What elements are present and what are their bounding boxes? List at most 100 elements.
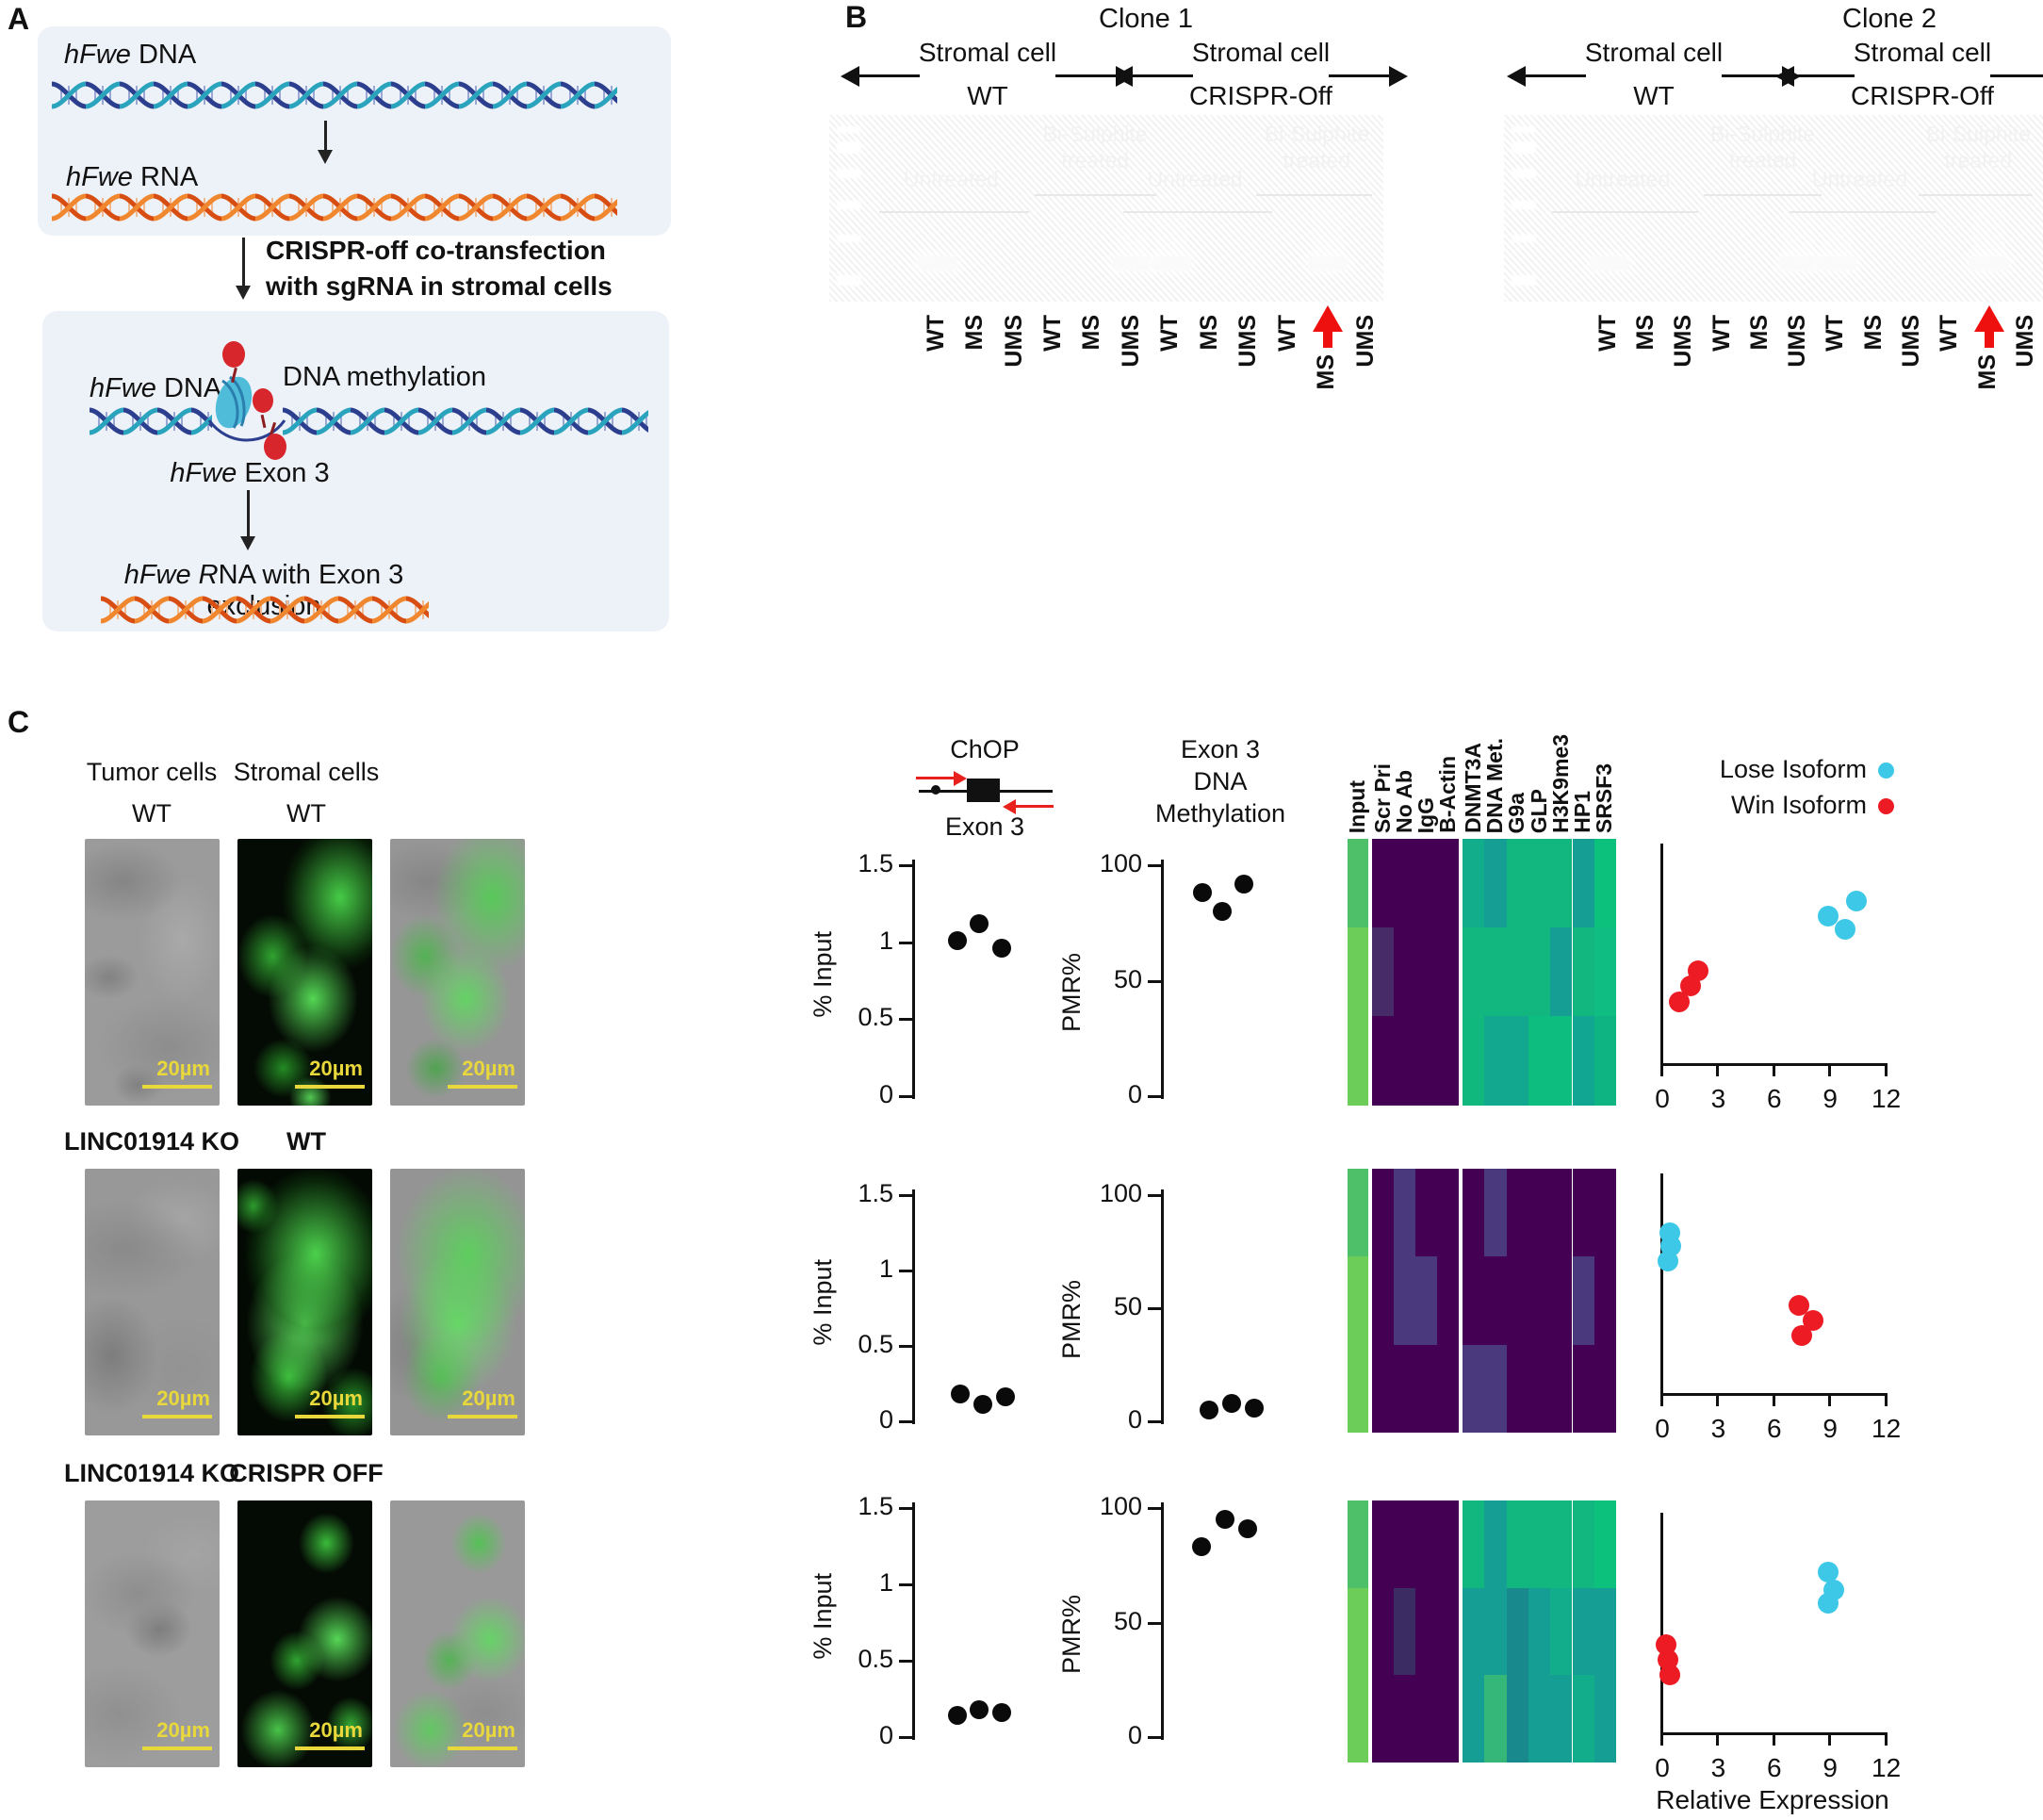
scatter-tick-label: 3 (1710, 1414, 1726, 1443)
gel-untreated-underline-2 (1790, 211, 1936, 213)
scale-label: 20µm (462, 1718, 515, 1742)
gel-band (1969, 256, 2009, 271)
microscopy-row-label-left: WT (132, 799, 172, 828)
heatmap-cell (1415, 1500, 1437, 1589)
gel-ladder-band (837, 125, 861, 133)
heatmap-cell (1506, 1256, 1528, 1346)
heatmap-cell (1550, 1016, 1573, 1106)
heatmap-cell (1348, 927, 1368, 1017)
win-isoform-point (1659, 1664, 1680, 1686)
heatmap-cell (1394, 1016, 1415, 1106)
data-point-dot (1193, 883, 1213, 903)
chop-forward-primer-icon (916, 777, 954, 779)
gel-ladder-band (1512, 234, 1536, 242)
scale-label: 20µm (156, 1057, 210, 1080)
crispr-caption-line2: with sgRNA in stromal cells (266, 271, 613, 301)
gel-bisulphite-underline-1 (1703, 194, 1822, 196)
heatmap-cell (1437, 1500, 1459, 1589)
group-header-bottom-crispr-off: CRISPR-Off (1189, 81, 1332, 110)
dotplot-tick-label: 0.5 (858, 1003, 893, 1032)
heatmap-cell (1415, 1256, 1437, 1346)
scatter-tick-label: 9 (1822, 1414, 1838, 1443)
gel-lane-label: UMS (1234, 315, 1262, 368)
chop-title: ChOP (950, 735, 1020, 763)
fluorescence-image-row1: 20µm (237, 839, 372, 1106)
methyl-group-icon-1 (222, 341, 245, 368)
gel-ladder-band (1512, 275, 1536, 287)
heatmap-cell (1484, 1344, 1507, 1434)
panel-c-label: C (8, 705, 30, 739)
heatmap-cell (1594, 1500, 1616, 1589)
heatmap-cell (1372, 1169, 1394, 1257)
methyl-group-icon-3 (264, 434, 286, 460)
heatmap-cell (1463, 1675, 1485, 1763)
gel-lane-label: UMS (1670, 315, 1697, 368)
heatmap-cell (1528, 1587, 1551, 1676)
scale-label: 20µm (156, 1386, 210, 1410)
microscopy-row-label-mid: WT (286, 799, 326, 828)
heatmap-cell (1572, 1500, 1594, 1589)
gel-lane-label: WT (1708, 315, 1735, 352)
dotplot-y-axis-line (1161, 860, 1164, 1099)
brightfield-image-row2: 20µm (85, 1169, 220, 1435)
heatmap-cell (1463, 839, 1485, 928)
heatmap-cell (1394, 1256, 1415, 1346)
gel-image: Untreated Bi-Sulphite treated Untreated Bi-S… (829, 115, 1383, 302)
data-point-dot (1200, 1401, 1218, 1419)
gel-band (1817, 256, 1857, 271)
heatmap-cell (1437, 1256, 1459, 1346)
data-point-dot (951, 1385, 970, 1404)
heatmap-cell (1594, 1344, 1616, 1434)
gel-lane-label: UMS (1784, 315, 1811, 368)
gel-untreated-underline-1 (878, 211, 1029, 213)
scatter-tick-mark (1716, 1063, 1720, 1076)
heatmap-cell (1550, 1675, 1573, 1763)
dotplot-tick-label: 0 (878, 1405, 893, 1434)
heatmap-cell (1437, 839, 1459, 928)
dotplot-tick-label: 1 (878, 1254, 893, 1283)
dotplot-tick-label: 50 (1113, 1606, 1142, 1635)
dna-helix-left-segment (90, 405, 212, 437)
group-header-top-wt: Stromal cell (1584, 38, 1724, 67)
scatter-tick-label: 9 (1822, 1084, 1838, 1113)
heatmap-cell (1594, 1256, 1616, 1346)
scatter-tick-mark (1660, 1732, 1663, 1746)
group-span-arrowhead-right-icon (1389, 66, 1408, 87)
hfwe-exon3-label: hFwe Exon 3 (170, 458, 330, 488)
heatmap-cell (1506, 839, 1528, 928)
heatmap-cell (1572, 1344, 1594, 1434)
panel-a-label: A (8, 2, 30, 36)
scatter-tick-mark (1884, 1393, 1888, 1406)
gel-bisulphite-label-2a: Bi-Sulphite (1264, 122, 1370, 146)
heatmap-cell (1348, 839, 1368, 928)
gel-ladder-band (837, 140, 861, 154)
heatmap-cell (1463, 1344, 1485, 1434)
heatmap-cell (1415, 1675, 1437, 1763)
brightfield-image-row1: 20µm (85, 839, 220, 1106)
heatmap-cell (1484, 1256, 1507, 1346)
heatmap-cell (1463, 1016, 1485, 1106)
gel-bisulphite-label-2b: treated (1944, 148, 2013, 172)
data-point-dot (992, 1703, 1012, 1723)
gel-lane-label: UMS (1898, 315, 1925, 368)
heatmap-cell (1348, 1016, 1368, 1106)
data-point-dot (1237, 1518, 1257, 1538)
group-header-bottom-crispr-off: CRISPR-Off (1851, 81, 1994, 110)
gel-lane-smear (1821, 186, 1854, 257)
scale-label: 20µm (309, 1386, 363, 1410)
heatmap-column-label: B-Actin (1434, 756, 1460, 833)
gel-bisulphite-underline-2 (1919, 194, 2033, 196)
scatter-tick-mark (1828, 1393, 1832, 1406)
microscopy-row-label-left: LINC01914 KO (63, 1459, 240, 1487)
heatmap-cell (1550, 1587, 1573, 1676)
dotplot-tick-label: 100 (1099, 849, 1142, 877)
group-span-line-left (1792, 74, 1855, 77)
data-point-dot (1212, 902, 1232, 921)
group-header-top-wt: Stromal cell (918, 38, 1057, 67)
gel-ladder-band (1512, 169, 1536, 179)
heatmap-cell (1463, 1500, 1485, 1589)
heatmap-cell (1572, 1016, 1594, 1106)
heatmap-cell (1594, 1016, 1616, 1106)
dotplot-tick-mark (899, 1345, 912, 1348)
dotplot-tick-mark (1148, 1507, 1161, 1510)
